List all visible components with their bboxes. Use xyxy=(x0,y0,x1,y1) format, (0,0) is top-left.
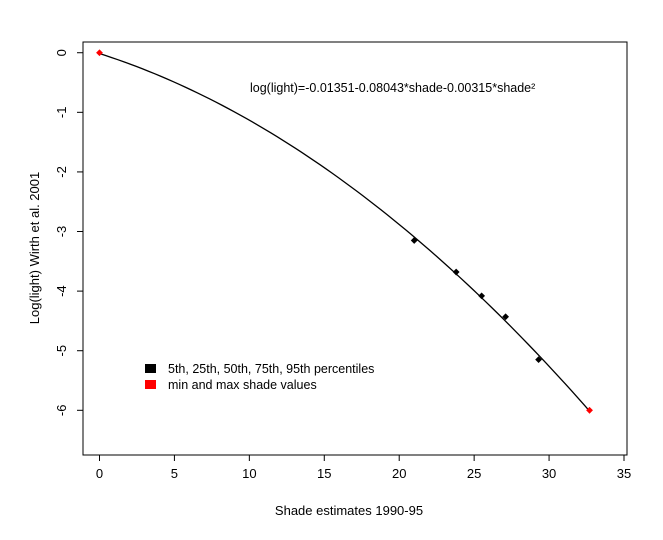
data-point xyxy=(410,237,418,244)
data-point xyxy=(478,292,486,300)
plot-frame xyxy=(82,41,628,456)
legend-swatch xyxy=(145,364,156,373)
legend-swatch xyxy=(145,380,156,389)
x-tick-label: 25 xyxy=(467,466,481,481)
legend-label: min and max shade values xyxy=(168,378,317,392)
y-tick-label: -1 xyxy=(54,107,69,119)
x-axis-label: Shade estimates 1990-95 xyxy=(275,503,423,518)
y-axis-label: Log(light) Wirth et al. 2001 xyxy=(27,172,42,324)
y-axis-ticks: 0 -1 -2 -3 -4 -5 -6 xyxy=(54,49,83,416)
equation-annotation: log(light)=-0.01351-0.08043*shade-0.0031… xyxy=(250,81,535,95)
data-point xyxy=(586,406,593,414)
y-tick-label: -2 xyxy=(54,166,69,178)
data-points xyxy=(96,49,593,414)
x-axis-ticks: 0 5 10 15 20 25 30 35 xyxy=(96,455,631,481)
legend: 5th, 25th, 50th, 75th, 95th percentiles m… xyxy=(145,362,374,392)
x-tick-label: 30 xyxy=(542,466,556,481)
x-tick-label: 0 xyxy=(96,466,103,481)
data-point xyxy=(96,49,103,57)
legend-label: 5th, 25th, 50th, 75th, 95th percentiles xyxy=(168,362,374,376)
y-tick-label: -5 xyxy=(54,345,69,357)
y-tick-label: -6 xyxy=(54,405,69,417)
x-tick-label: 15 xyxy=(317,466,331,481)
fit-curve xyxy=(99,52,591,412)
x-tick-label: 20 xyxy=(392,466,406,481)
data-point xyxy=(452,268,460,276)
x-tick-label: 10 xyxy=(242,466,256,481)
data-point xyxy=(535,356,542,364)
y-tick-label: -4 xyxy=(54,285,69,297)
y-tick-label: -3 xyxy=(54,226,69,238)
data-point xyxy=(502,313,510,321)
y-tick-label: 0 xyxy=(54,49,69,56)
x-tick-label: 5 xyxy=(171,466,178,481)
x-tick-label: 35 xyxy=(617,466,631,481)
